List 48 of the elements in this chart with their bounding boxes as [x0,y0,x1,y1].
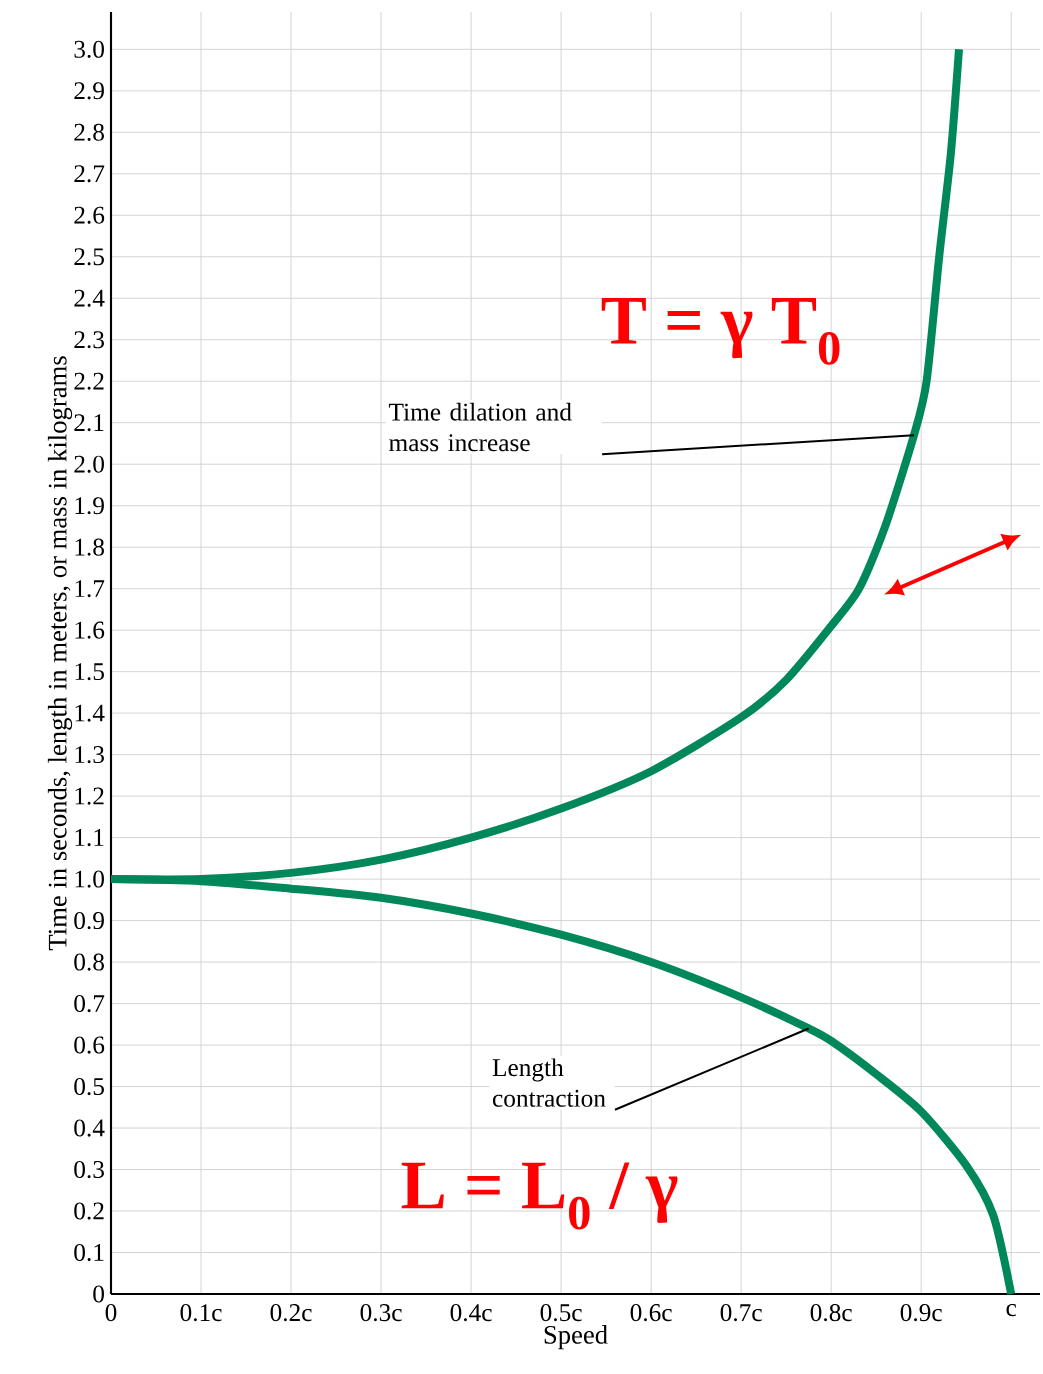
x-tick-label: 0.7c [720,1304,762,1322]
y-tick-label: 2.0 [74,455,104,473]
y-tick-label: 0.7 [74,994,105,1013]
y-tick-label: 1.9 [75,497,104,515]
y-tick-label: 0.5 [74,1077,104,1096]
y-tick-label: 1.7 [75,580,105,598]
y-axis-title: Time in seconds, length in meters, or mass in kilograms [47,356,73,951]
x-tick-label: 0 [105,1304,117,1322]
x-tick-label: 0.1c [180,1304,222,1322]
x-tick-label: 0.9c [900,1304,942,1322]
x-tick-label: c [1006,1304,1017,1317]
x-tick-label: 0.3c [360,1304,402,1322]
annotation: L = L$_{0}$ / γ [401,1162,678,1230]
y-tick-label: 2.2 [74,372,104,390]
x-tick-label: 0.8c [810,1304,852,1322]
x-tick-label: 0.5c [540,1304,582,1322]
y-tick-label: 0 [93,1285,104,1303]
y-tick-label: 2.4 [74,289,105,307]
y-tick-label: 2.3 [74,331,104,349]
y-tick-label: 3.0 [74,40,104,58]
y-tick-label: 1.3 [75,746,104,764]
y-tick-label: 2.5 [74,248,104,266]
y-tick-label: 0.3 [74,1160,104,1179]
y-tick-label: 2.6 [74,206,105,224]
y-tick-label: 2.8 [74,123,104,141]
annotation: T = γ T$_{0}$ [601,298,840,365]
x-tick-label: 0.6c [630,1304,672,1322]
y-tick-label: 1.5 [75,663,104,681]
annotation: Length contraction [492,1058,606,1107]
y-tick-label: 0.8 [74,953,104,971]
annotation: Time dilation and mass increase [388,402,572,452]
y-tick-label: 0.6 [74,1036,105,1054]
y-tick-label: 2.1 [74,414,104,432]
x-tick-label: 0.2c [270,1304,312,1322]
y-tick-label: 1.2 [75,787,104,805]
y-tick-label: 0.4 [74,1119,105,1137]
y-tick-label: 0.2 [74,1202,104,1220]
y-tick-label: 2.9 [74,82,104,100]
y-tick-label: 1.1 [75,829,104,847]
y-tick-label: 1.0 [75,870,104,888]
y-tick-label: 1.8 [75,538,104,556]
y-tick-label: 1.6 [75,621,105,639]
y-tick-label: 1.4 [75,704,105,722]
y-tick-label: 2.7 [74,165,105,183]
x-tick-label: 0.4c [450,1304,492,1322]
y-tick-label: 0.1 [74,1243,104,1262]
y-tick-label: 0.9 [74,912,104,930]
x-axis-title: Speed [544,1325,608,1350]
